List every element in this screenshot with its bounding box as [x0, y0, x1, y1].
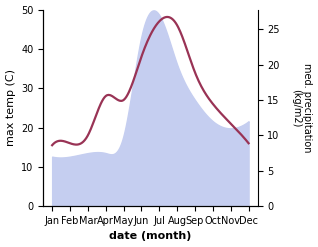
Y-axis label: max temp (C): max temp (C)	[5, 69, 16, 146]
Y-axis label: med. precipitation
(kg/m2): med. precipitation (kg/m2)	[291, 63, 313, 153]
X-axis label: date (month): date (month)	[109, 231, 191, 242]
